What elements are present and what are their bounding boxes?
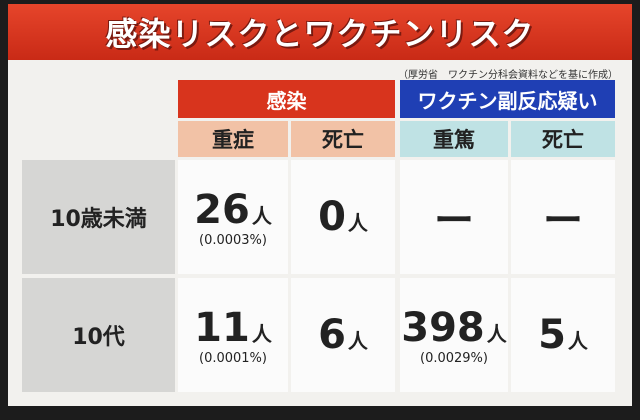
value-line: ー [434, 188, 474, 246]
table-cell: ー [400, 160, 508, 274]
cell-value: 11 [194, 304, 250, 351]
group-header: ワクチン副反応疑い [400, 80, 615, 118]
cell-rate: (0.0029%) [420, 350, 488, 366]
cell-value: 5 [538, 312, 566, 358]
value-line: 26 人 [194, 187, 272, 233]
cell-value: ー [543, 198, 583, 244]
table-cell: ー [511, 160, 615, 274]
cell-value: 26 [194, 186, 250, 233]
row-label: 10歳未満 [22, 160, 175, 274]
column-header: 重篤 [400, 121, 508, 157]
value-line: ー [543, 188, 583, 246]
cell-unit: 人 [486, 321, 507, 346]
cell-unit: 人 [251, 321, 272, 346]
column-header: 死亡 [511, 121, 615, 157]
source-note: （厚労省 ワクチン分科会資料などを基に作成） [398, 70, 618, 81]
value-line: 11 人 [194, 305, 272, 351]
column-header: 死亡 [291, 121, 395, 157]
group-header: 感染 [178, 80, 395, 118]
cell-value: 6 [318, 312, 346, 358]
cell-unit: 人 [251, 203, 272, 228]
cell-rate: (0.0003%) [199, 232, 267, 248]
cell-unit: 人 [347, 329, 368, 353]
cell-unit: 人 [347, 211, 368, 235]
title-bar: 感染リスクとワクチンリスク [8, 4, 632, 60]
column-header: 重症 [178, 121, 288, 157]
cell-value: 398 [401, 304, 485, 351]
table-cell: 11 人 (0.0001%) [178, 278, 288, 392]
value-line: 398 人 [401, 305, 507, 351]
cell-unit: 人 [567, 329, 588, 353]
cell-value: 0 [318, 194, 346, 240]
table-cell: 398 人 (0.0029%) [400, 278, 508, 392]
table-cell: 26 人 (0.0003%) [178, 160, 288, 274]
cell-rate: (0.0001%) [199, 350, 267, 366]
board: 感染リスクとワクチンリスク （厚労省 ワクチン分科会資料などを基に作成） 感染 … [8, 4, 632, 406]
row-label: 10代 [22, 278, 175, 392]
title: 感染リスクとワクチンリスク [105, 15, 535, 53]
cell-value: ー [434, 198, 474, 244]
